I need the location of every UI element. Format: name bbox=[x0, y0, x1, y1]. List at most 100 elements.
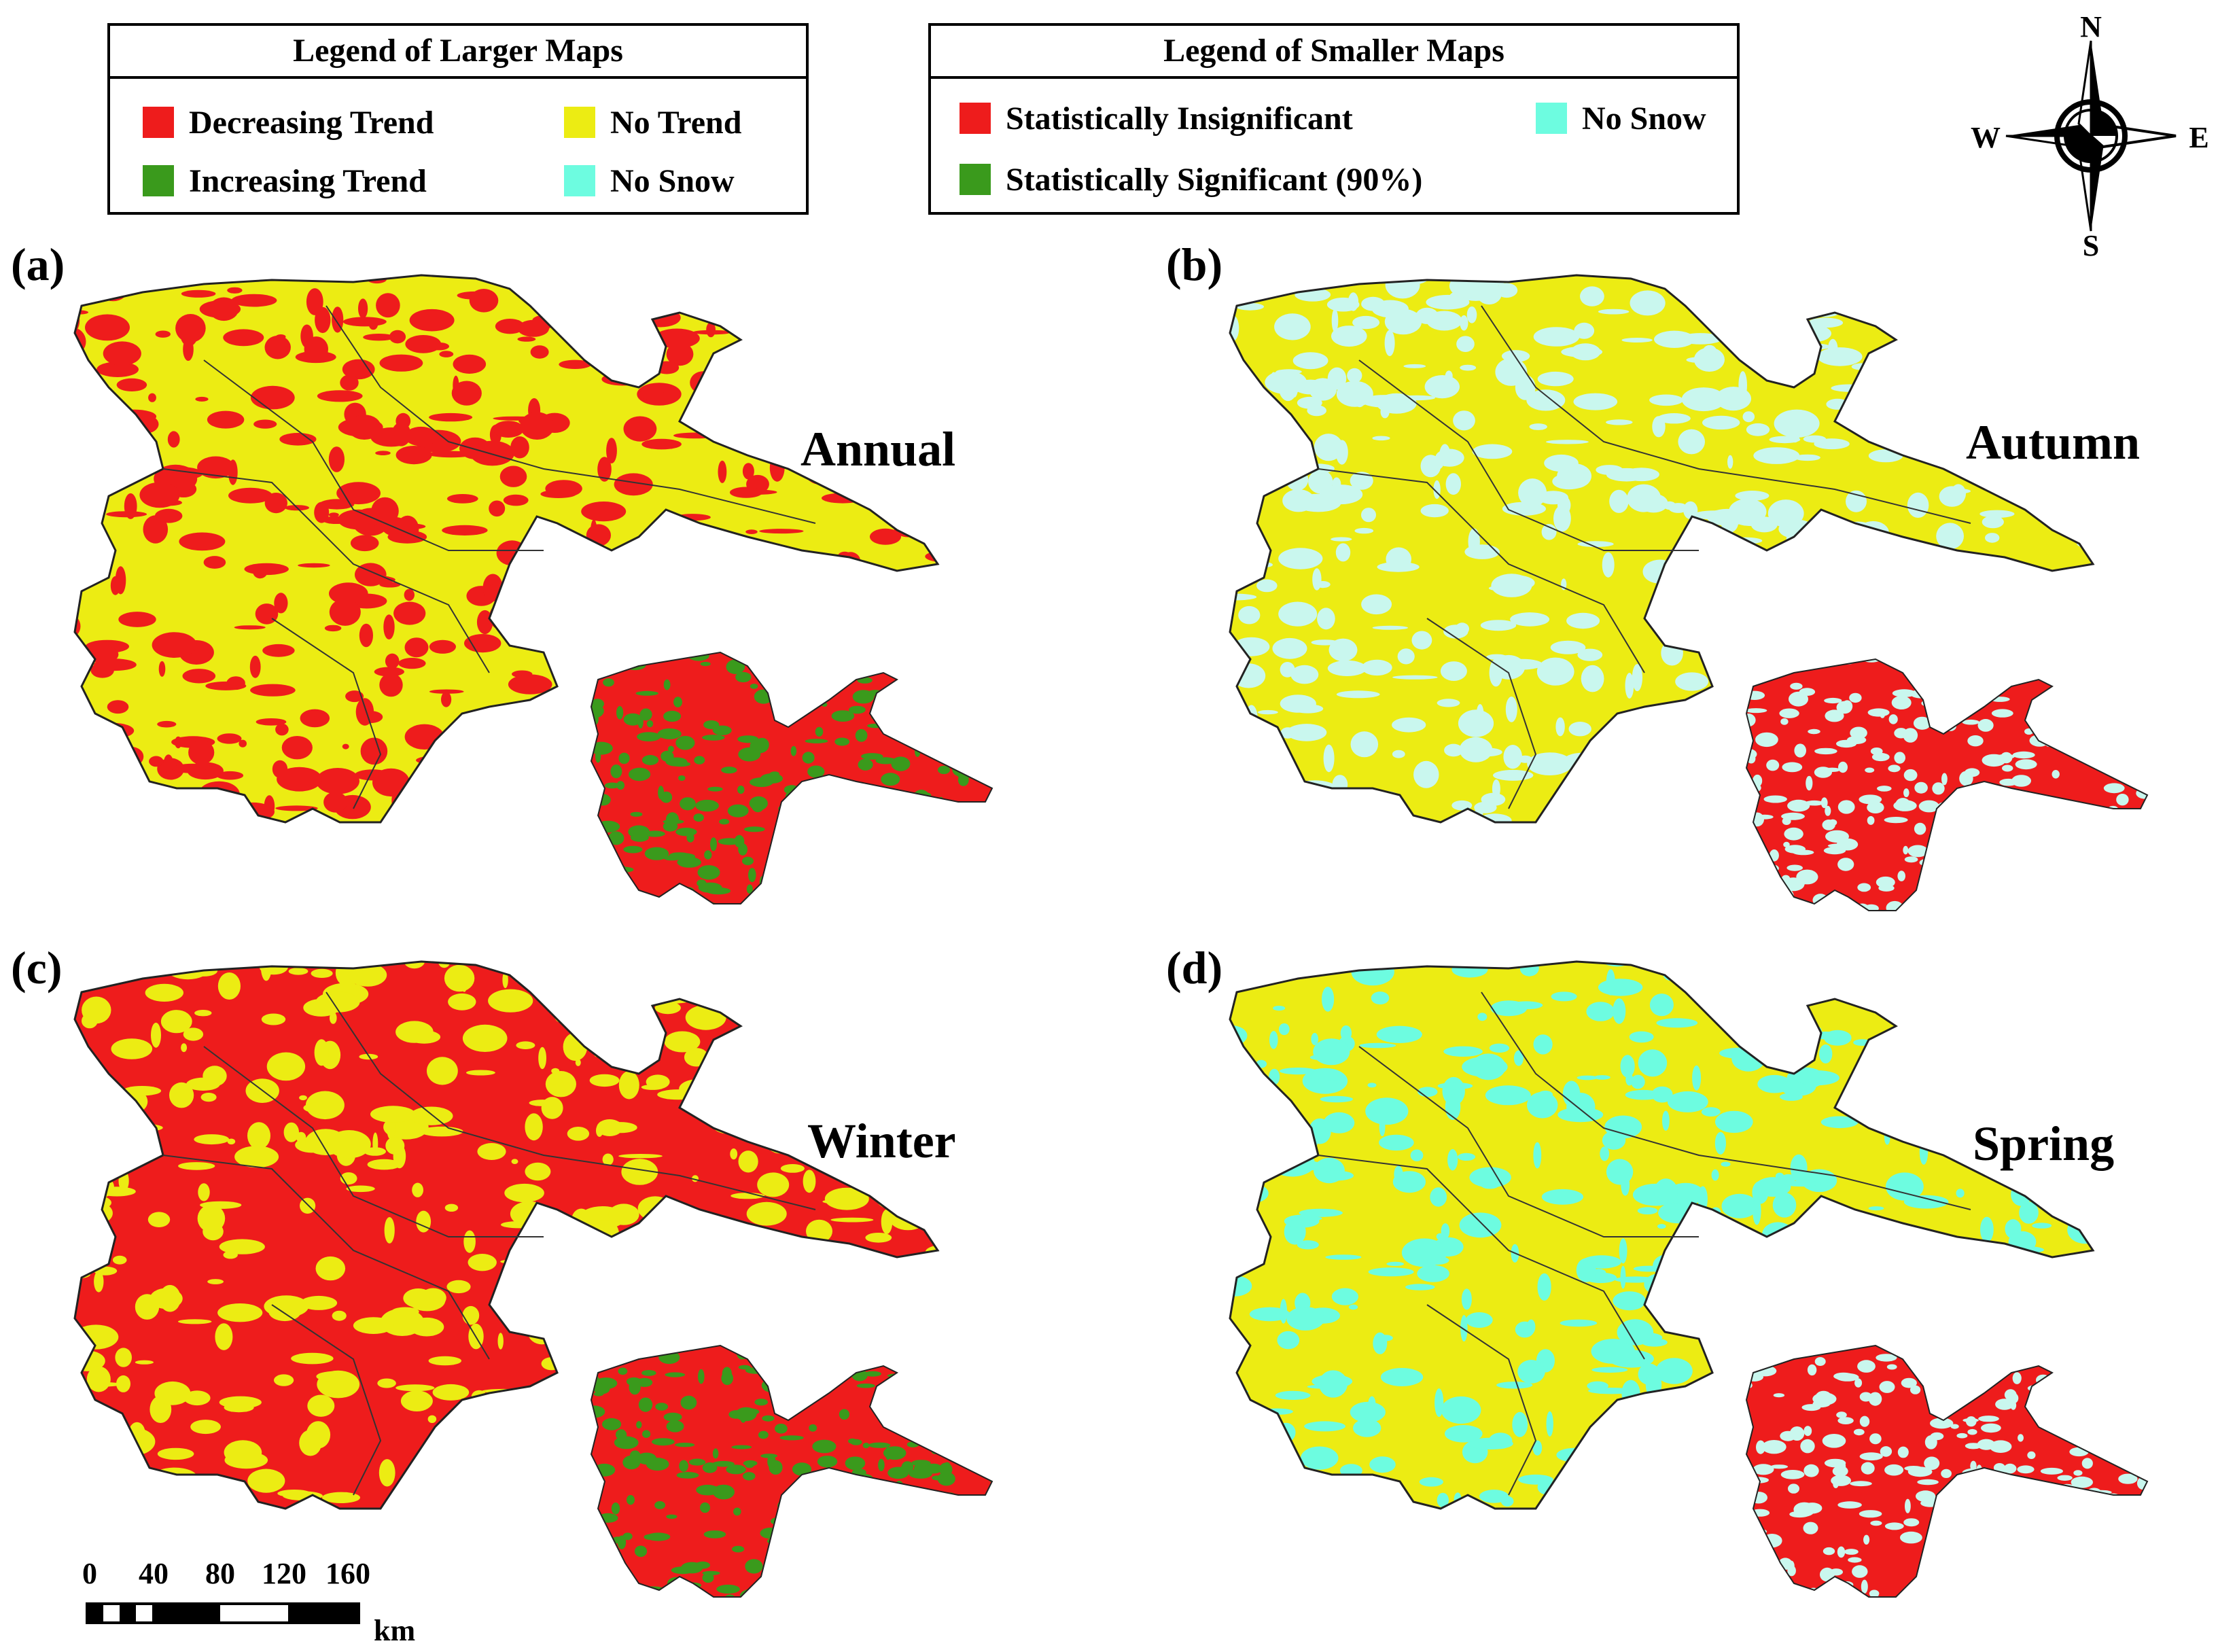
map-patch bbox=[477, 1143, 506, 1160]
map-patch bbox=[2055, 857, 2069, 869]
map-patch bbox=[86, 275, 100, 279]
map-patch bbox=[1335, 440, 1348, 465]
map-patch bbox=[856, 1572, 880, 1587]
map-patch bbox=[107, 700, 129, 714]
map-patch bbox=[2070, 710, 2087, 722]
map-patch bbox=[654, 1002, 681, 1015]
map-patch bbox=[1386, 1261, 1405, 1266]
map-patch bbox=[644, 830, 665, 837]
map-patch bbox=[742, 856, 754, 866]
map-patch bbox=[247, 1469, 285, 1493]
map-patch bbox=[1750, 1018, 1782, 1040]
map-patch bbox=[962, 447, 993, 474]
map-patch bbox=[1852, 1565, 1868, 1578]
map-patch bbox=[1252, 833, 1284, 840]
map-patch bbox=[200, 1201, 242, 1209]
map-patch bbox=[1968, 1078, 1983, 1097]
map-patch bbox=[2066, 822, 2088, 835]
map-patch bbox=[911, 617, 938, 634]
map-patch bbox=[2117, 1254, 2137, 1263]
map-patch bbox=[1236, 806, 1282, 822]
map-patch bbox=[2012, 482, 2042, 492]
map-patch bbox=[1837, 800, 1855, 814]
map-patch bbox=[2037, 625, 2079, 638]
map-patch bbox=[1966, 874, 1979, 887]
map-patch bbox=[2105, 812, 2129, 825]
map-patch bbox=[1900, 1531, 1922, 1544]
map-patch bbox=[940, 689, 961, 698]
map-patch bbox=[730, 487, 762, 498]
map-patch bbox=[591, 699, 604, 709]
map-patch bbox=[1379, 1134, 1414, 1151]
sub-basin-boundary bbox=[1358, 1046, 1699, 1237]
map-patch bbox=[379, 354, 423, 372]
map-patch bbox=[1566, 612, 1600, 629]
map-patch bbox=[903, 656, 915, 667]
map-patch bbox=[1833, 1480, 1839, 1488]
map-patch bbox=[1960, 406, 1997, 428]
map-patch bbox=[1755, 814, 1774, 820]
map-patch bbox=[1965, 1519, 1977, 1527]
map-patch bbox=[1891, 412, 1926, 429]
map-patch bbox=[1957, 356, 1980, 378]
map-patch bbox=[1933, 560, 1957, 576]
map-patch bbox=[939, 1462, 953, 1477]
map-patch bbox=[2048, 1107, 2056, 1127]
map-patch bbox=[870, 329, 917, 338]
map-patch bbox=[1350, 472, 1373, 490]
map-patch bbox=[300, 1197, 316, 1214]
map-patch bbox=[533, 801, 555, 810]
map-patch bbox=[805, 1025, 828, 1036]
map-patch bbox=[1230, 1420, 1237, 1426]
map-patch bbox=[591, 275, 605, 299]
map-patch bbox=[538, 1394, 561, 1413]
map-patch bbox=[1649, 799, 1679, 822]
map-patch bbox=[1912, 665, 1920, 673]
map-patch bbox=[1950, 1424, 1959, 1429]
map-patch bbox=[820, 1333, 828, 1343]
scale-unit: km bbox=[374, 1614, 415, 1645]
map-patch bbox=[792, 1462, 812, 1476]
map-patch bbox=[914, 1123, 938, 1135]
map-patch bbox=[1756, 572, 1784, 593]
map-patch bbox=[1946, 275, 1963, 289]
map-patch bbox=[970, 763, 987, 775]
season-label-spring: Spring bbox=[1973, 1117, 2115, 1171]
map-patch bbox=[910, 1078, 938, 1095]
map-patch bbox=[1230, 760, 1233, 772]
map-patch bbox=[1316, 1170, 1354, 1181]
map-patch bbox=[998, 841, 1006, 851]
map-patch bbox=[1849, 692, 1862, 703]
map-patch bbox=[1933, 1363, 1952, 1371]
map-patch bbox=[1692, 510, 1738, 520]
map-patch bbox=[2097, 1346, 2111, 1350]
map-patch bbox=[1913, 716, 1931, 730]
map-patch bbox=[2004, 1389, 2017, 1401]
map-patch bbox=[1625, 673, 1634, 699]
map-patch bbox=[2001, 570, 2014, 579]
map-patch bbox=[1727, 591, 1757, 601]
map-patch bbox=[663, 679, 671, 690]
map-patch bbox=[2080, 747, 2092, 753]
map-patch bbox=[1886, 900, 1904, 911]
map-patch bbox=[2081, 1333, 2102, 1343]
map-patch bbox=[438, 962, 451, 968]
map-patch bbox=[902, 1005, 938, 1020]
map-patch bbox=[477, 275, 498, 278]
map-patch bbox=[2017, 1465, 2035, 1474]
map-patch bbox=[1766, 759, 1780, 771]
map-patch bbox=[1623, 824, 1641, 842]
map-patch bbox=[261, 1013, 286, 1025]
map-patch bbox=[353, 1317, 394, 1334]
map-patch bbox=[75, 310, 88, 315]
map-patch bbox=[1278, 601, 1318, 627]
map-patch bbox=[2105, 1249, 2111, 1262]
map-patch bbox=[1977, 1600, 1996, 1604]
map-patch bbox=[1533, 327, 1580, 347]
map-patch bbox=[299, 1095, 307, 1101]
map-patch bbox=[377, 1378, 396, 1388]
map-patch bbox=[2110, 852, 2125, 858]
map-patch bbox=[1983, 1547, 2003, 1556]
map-patch bbox=[953, 1399, 974, 1410]
map-patch bbox=[971, 1598, 989, 1602]
